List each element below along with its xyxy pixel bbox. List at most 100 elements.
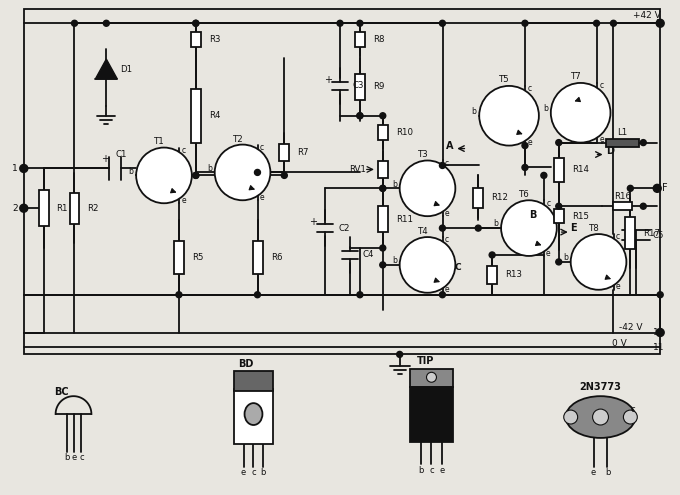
Text: b: b: [494, 219, 498, 228]
Text: b: b: [605, 468, 610, 477]
Text: 2: 2: [12, 204, 18, 213]
Text: R12: R12: [491, 193, 508, 202]
Text: R11: R11: [396, 215, 413, 224]
Text: c: c: [630, 404, 634, 414]
Text: R5: R5: [192, 253, 204, 262]
Circle shape: [254, 292, 260, 297]
Circle shape: [103, 20, 109, 26]
Bar: [234, 371, 273, 391]
Ellipse shape: [245, 403, 262, 425]
Text: b: b: [418, 466, 423, 475]
Circle shape: [475, 225, 481, 231]
Circle shape: [439, 225, 445, 231]
Bar: [174, 241, 184, 274]
Text: T6: T6: [520, 190, 530, 199]
Text: b: b: [563, 253, 568, 262]
Text: R6: R6: [271, 253, 282, 262]
Bar: [24, 9, 660, 354]
Text: BC: BC: [54, 387, 69, 397]
Bar: [378, 161, 388, 178]
Text: R7: R7: [297, 148, 309, 157]
Circle shape: [522, 143, 528, 148]
Circle shape: [571, 234, 626, 290]
Text: A: A: [445, 141, 453, 150]
Circle shape: [522, 20, 528, 26]
Text: 0 V: 0 V: [613, 339, 627, 348]
Text: b: b: [207, 164, 212, 173]
Text: c: c: [445, 159, 449, 168]
Text: R9: R9: [373, 82, 384, 92]
Bar: [355, 32, 365, 47]
Text: 10: 10: [652, 328, 664, 337]
Text: BD: BD: [238, 359, 253, 369]
Circle shape: [556, 259, 562, 265]
Text: 2N3773: 2N3773: [579, 382, 622, 392]
Text: R16: R16: [614, 192, 631, 201]
Circle shape: [611, 20, 617, 26]
Text: e: e: [445, 209, 449, 218]
Text: b: b: [64, 453, 69, 462]
Ellipse shape: [566, 396, 635, 438]
Circle shape: [357, 292, 363, 297]
Bar: [234, 389, 273, 444]
Circle shape: [653, 184, 661, 193]
Bar: [613, 202, 632, 210]
Text: T1: T1: [154, 138, 165, 147]
Text: -42 V: -42 V: [619, 323, 643, 332]
Circle shape: [379, 185, 386, 191]
Text: D: D: [607, 146, 615, 155]
Circle shape: [541, 172, 547, 178]
Text: C2: C2: [338, 224, 350, 233]
Circle shape: [641, 203, 646, 209]
Text: R2: R2: [88, 204, 99, 213]
Text: e: e: [181, 196, 186, 205]
Bar: [473, 188, 483, 208]
Text: +42 V: +42 V: [633, 11, 661, 20]
Circle shape: [400, 160, 456, 216]
Text: e: e: [599, 135, 604, 144]
Text: T4: T4: [418, 227, 428, 236]
Text: e: e: [440, 466, 445, 475]
Circle shape: [564, 410, 577, 424]
Text: +: +: [324, 75, 332, 85]
Circle shape: [594, 20, 600, 26]
Circle shape: [379, 245, 386, 251]
Text: b: b: [392, 180, 397, 189]
Bar: [253, 241, 263, 274]
Text: R17: R17: [643, 229, 660, 238]
Text: L1: L1: [617, 128, 628, 137]
Text: E: E: [571, 223, 577, 233]
Circle shape: [556, 203, 562, 209]
Circle shape: [379, 185, 386, 191]
Circle shape: [282, 172, 287, 178]
Circle shape: [501, 200, 557, 256]
Text: c: c: [528, 84, 532, 94]
Circle shape: [656, 329, 664, 337]
Text: D1: D1: [120, 64, 133, 73]
Circle shape: [657, 292, 663, 297]
Circle shape: [20, 164, 28, 172]
Circle shape: [439, 162, 445, 168]
Text: C3: C3: [353, 81, 364, 91]
Text: e: e: [445, 286, 449, 295]
Text: b: b: [543, 104, 548, 113]
Text: RV1: RV1: [349, 165, 366, 174]
Text: C5: C5: [652, 231, 664, 240]
Text: R14: R14: [572, 165, 589, 174]
Text: T3: T3: [418, 150, 428, 159]
Text: e: e: [591, 468, 596, 477]
Text: R3: R3: [209, 35, 220, 44]
Text: c: c: [260, 143, 264, 152]
Circle shape: [193, 172, 199, 178]
Text: b: b: [129, 167, 133, 176]
Text: c: c: [546, 198, 551, 207]
Text: R10: R10: [396, 128, 413, 137]
Circle shape: [489, 252, 495, 258]
Bar: [69, 193, 80, 224]
Text: c: c: [600, 81, 604, 91]
Circle shape: [357, 20, 363, 26]
Circle shape: [556, 140, 562, 146]
Circle shape: [656, 19, 664, 27]
Text: +: +: [101, 154, 109, 164]
Text: T5: T5: [499, 75, 510, 85]
